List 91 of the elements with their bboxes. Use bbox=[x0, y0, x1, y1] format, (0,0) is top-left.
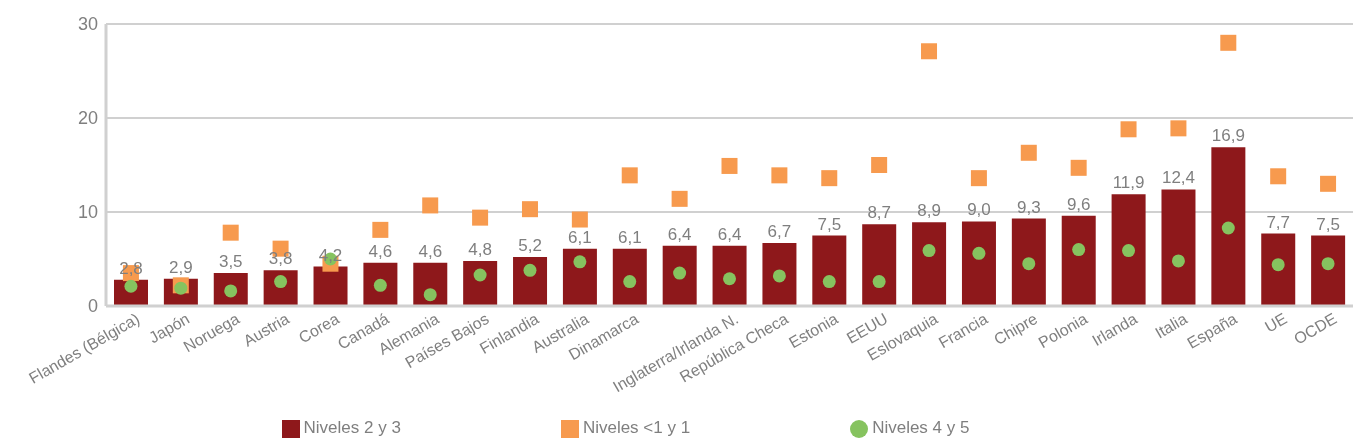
point bbox=[222, 224, 239, 241]
point bbox=[1220, 34, 1237, 51]
point bbox=[423, 288, 437, 302]
data-label: 7,5 bbox=[817, 214, 842, 234]
bar bbox=[712, 245, 747, 306]
point bbox=[921, 43, 938, 60]
bar bbox=[961, 221, 996, 306]
point bbox=[621, 167, 638, 184]
legend-label: Niveles 2 y 3 bbox=[303, 418, 401, 437]
data-label: 6,1 bbox=[568, 227, 592, 247]
data-label: 3,5 bbox=[218, 252, 243, 272]
bar bbox=[463, 260, 498, 306]
data-label: 16,9 bbox=[1211, 126, 1245, 146]
bar bbox=[1161, 189, 1196, 306]
point bbox=[1170, 120, 1187, 137]
legend-label: Niveles <1 y 1 bbox=[582, 418, 691, 437]
point bbox=[772, 269, 786, 283]
point bbox=[1072, 243, 1086, 257]
point bbox=[1271, 258, 1285, 272]
point bbox=[723, 272, 736, 286]
data-label: 2,9 bbox=[169, 257, 193, 277]
point bbox=[673, 266, 687, 280]
bar bbox=[413, 262, 448, 306]
data-label: 6,7 bbox=[767, 222, 792, 242]
bar bbox=[1311, 235, 1346, 306]
data-label: 7,7 bbox=[1266, 212, 1291, 232]
point bbox=[1320, 175, 1337, 192]
bar bbox=[363, 262, 398, 306]
data-label: 5,2 bbox=[518, 236, 542, 256]
data-label: 6,4 bbox=[717, 224, 742, 244]
point bbox=[472, 209, 489, 226]
point bbox=[872, 275, 886, 289]
point bbox=[372, 221, 389, 238]
point bbox=[671, 190, 688, 207]
bar bbox=[513, 257, 548, 306]
data-label: 4,6 bbox=[368, 241, 393, 261]
data-label: 12,4 bbox=[1161, 168, 1196, 188]
point bbox=[970, 170, 987, 187]
data-label: 6,1 bbox=[617, 227, 642, 247]
point bbox=[1321, 257, 1335, 271]
point bbox=[771, 167, 788, 184]
bar bbox=[1261, 233, 1296, 306]
point bbox=[1120, 121, 1137, 138]
y-tick-label: 20 bbox=[77, 108, 98, 129]
point bbox=[1270, 168, 1287, 185]
point bbox=[972, 246, 986, 260]
y-tick-label: 30 bbox=[77, 14, 98, 35]
point bbox=[623, 275, 637, 289]
bar bbox=[862, 224, 897, 306]
y-tick-label: 0 bbox=[87, 296, 98, 317]
bar bbox=[762, 243, 797, 306]
data-label: 9,6 bbox=[1066, 194, 1091, 214]
data-label: 8,7 bbox=[867, 203, 892, 223]
data-label: 6,4 bbox=[667, 224, 692, 244]
x-tick-label: UE bbox=[1261, 309, 1290, 336]
point bbox=[473, 268, 487, 282]
bar bbox=[313, 266, 348, 306]
bar bbox=[1111, 194, 1146, 306]
data-label: 8,9 bbox=[917, 201, 941, 221]
y-tick-label: 10 bbox=[77, 202, 98, 223]
point bbox=[1221, 221, 1235, 235]
bar bbox=[812, 235, 847, 306]
point bbox=[922, 244, 936, 258]
point bbox=[573, 255, 587, 269]
bar bbox=[912, 222, 947, 306]
point bbox=[1171, 254, 1185, 268]
point bbox=[1122, 244, 1136, 258]
point bbox=[822, 275, 836, 289]
point bbox=[521, 201, 538, 218]
bar bbox=[1061, 215, 1096, 306]
bar bbox=[612, 248, 647, 306]
point bbox=[1070, 159, 1087, 176]
point bbox=[523, 263, 537, 277]
data-label: 9,0 bbox=[967, 200, 991, 220]
point bbox=[422, 197, 439, 214]
point bbox=[871, 157, 888, 173]
data-label: 9,3 bbox=[1017, 197, 1041, 217]
bar bbox=[562, 248, 597, 306]
data-label: 4,8 bbox=[468, 239, 492, 259]
point bbox=[1020, 144, 1037, 161]
data-label: 7,5 bbox=[1316, 214, 1340, 234]
legend-label: Niveles 4 y 5 bbox=[872, 418, 970, 437]
data-label: 4,6 bbox=[418, 241, 443, 261]
bar bbox=[1011, 218, 1046, 306]
bar bbox=[662, 245, 697, 306]
point bbox=[821, 170, 838, 187]
point bbox=[1022, 257, 1036, 271]
data-label: 11,9 bbox=[1112, 173, 1145, 193]
bar bbox=[1211, 147, 1246, 306]
point bbox=[571, 211, 588, 228]
point bbox=[721, 157, 738, 174]
